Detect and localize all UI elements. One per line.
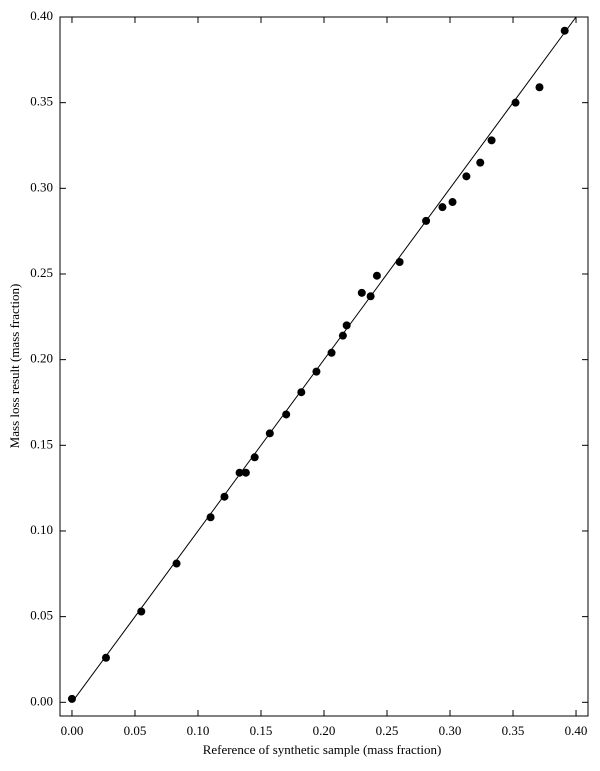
point	[241, 468, 250, 477]
point	[487, 136, 496, 145]
point	[372, 271, 381, 280]
point	[282, 410, 291, 419]
point	[462, 172, 471, 181]
y-tick-label: 0.05	[30, 608, 53, 623]
x-tick-label: 0.20	[313, 723, 336, 738]
y-axis-label: Mass loss result (mass fraction)	[7, 284, 22, 449]
x-tick-label: 0.10	[187, 723, 210, 738]
y-tick-label: 0.00	[30, 693, 53, 708]
point	[448, 198, 457, 207]
x-tick-label: 0.15	[250, 723, 273, 738]
point	[206, 513, 215, 522]
y-tick-label: 0.20	[30, 351, 53, 366]
point	[366, 292, 375, 301]
fit-line	[71, 16, 577, 703]
y-tick-label: 0.30	[30, 179, 53, 194]
point	[297, 388, 306, 397]
point	[535, 83, 544, 92]
point	[342, 321, 351, 330]
point	[395, 257, 404, 266]
x-tick-label: 0.30	[439, 723, 462, 738]
point	[137, 607, 146, 616]
point	[357, 288, 366, 297]
x-tick-label: 0.00	[61, 723, 84, 738]
point	[220, 492, 229, 501]
point	[560, 26, 569, 35]
y-tick-label: 0.25	[30, 265, 53, 280]
point	[250, 453, 259, 462]
point	[265, 429, 274, 438]
point	[67, 694, 76, 703]
x-tick-label: 0.35	[502, 723, 525, 738]
point	[422, 216, 431, 225]
x-tick-label: 0.40	[565, 723, 588, 738]
x-axis-label: Reference of synthetic sample (mass frac…	[203, 742, 442, 757]
point	[438, 203, 447, 212]
point	[327, 348, 336, 357]
x-tick-label: 0.05	[124, 723, 147, 738]
y-tick-label: 0.35	[30, 94, 53, 109]
point	[172, 559, 181, 568]
point	[338, 331, 347, 340]
y-tick-label: 0.40	[30, 8, 53, 23]
x-tick-label: 0.25	[376, 723, 399, 738]
point	[511, 98, 520, 107]
point	[312, 367, 321, 376]
point	[235, 468, 244, 477]
point	[476, 158, 485, 167]
point	[101, 653, 110, 662]
y-tick-label: 0.15	[30, 436, 53, 451]
y-tick-label: 0.10	[30, 522, 53, 537]
